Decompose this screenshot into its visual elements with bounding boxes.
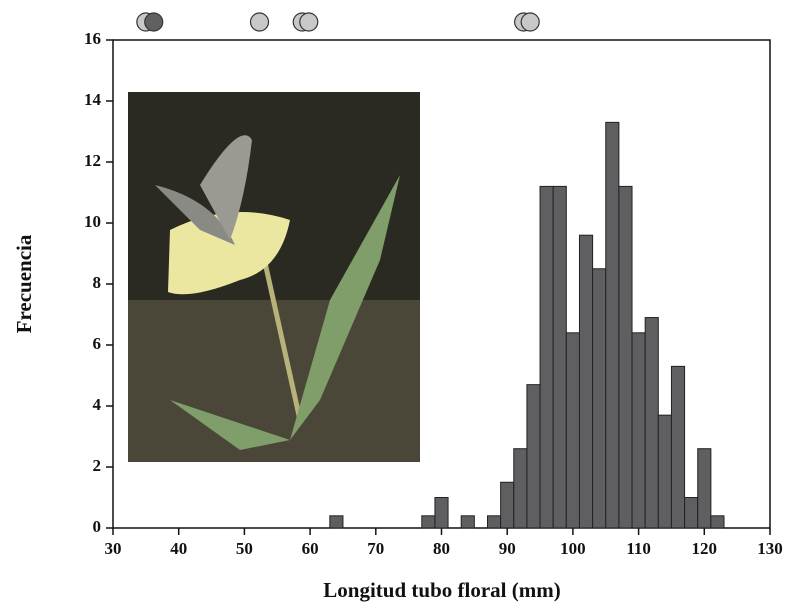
x-tick-label: 90 xyxy=(499,539,516,558)
marker xyxy=(144,12,164,32)
y-tick-label: 10 xyxy=(84,212,101,231)
y-tick-label: 14 xyxy=(84,90,102,109)
bar xyxy=(618,185,633,529)
y-tick-label: 16 xyxy=(84,29,101,48)
bar xyxy=(526,384,541,529)
y-tick-label: 8 xyxy=(93,273,102,292)
bar xyxy=(631,332,646,529)
bar xyxy=(486,515,502,529)
x-axis-label: Longitud tubo floral (mm) xyxy=(323,578,560,602)
x-tick-label: 120 xyxy=(692,539,718,558)
y-axis-label: Frecuencia xyxy=(12,234,36,333)
y-tick-label: 0 xyxy=(93,517,102,536)
bar xyxy=(644,317,659,529)
inset-photo xyxy=(128,92,420,462)
marker xyxy=(299,12,319,32)
bar xyxy=(329,515,344,529)
bar xyxy=(539,185,554,529)
y-tick-label: 4 xyxy=(93,395,102,414)
x-tick-label: 40 xyxy=(170,539,187,558)
bar xyxy=(657,414,672,529)
bar xyxy=(513,448,528,529)
marker xyxy=(520,12,540,32)
x-tick-label: 130 xyxy=(757,539,783,558)
bar xyxy=(565,332,580,529)
bar xyxy=(684,497,699,529)
bar xyxy=(710,515,725,529)
bar xyxy=(500,481,515,529)
x-tick-label: 30 xyxy=(105,539,122,558)
bar xyxy=(460,515,475,529)
bar xyxy=(697,448,712,529)
bar xyxy=(578,234,594,529)
y-tick-label: 6 xyxy=(93,334,102,353)
x-tick-label: 100 xyxy=(560,539,586,558)
bar xyxy=(592,268,607,529)
bar xyxy=(670,365,686,529)
bar xyxy=(552,185,567,529)
x-tick-label: 110 xyxy=(626,539,651,558)
bar xyxy=(421,515,436,529)
y-tick-label: 2 xyxy=(93,456,102,475)
bar xyxy=(605,121,620,529)
x-tick-label: 60 xyxy=(302,539,319,558)
x-tick-label: 50 xyxy=(236,539,253,558)
y-tick-label: 12 xyxy=(84,151,101,170)
x-tick-label: 80 xyxy=(433,539,450,558)
x-tick-label: 70 xyxy=(367,539,384,558)
marker xyxy=(249,12,270,32)
bar xyxy=(434,497,449,529)
